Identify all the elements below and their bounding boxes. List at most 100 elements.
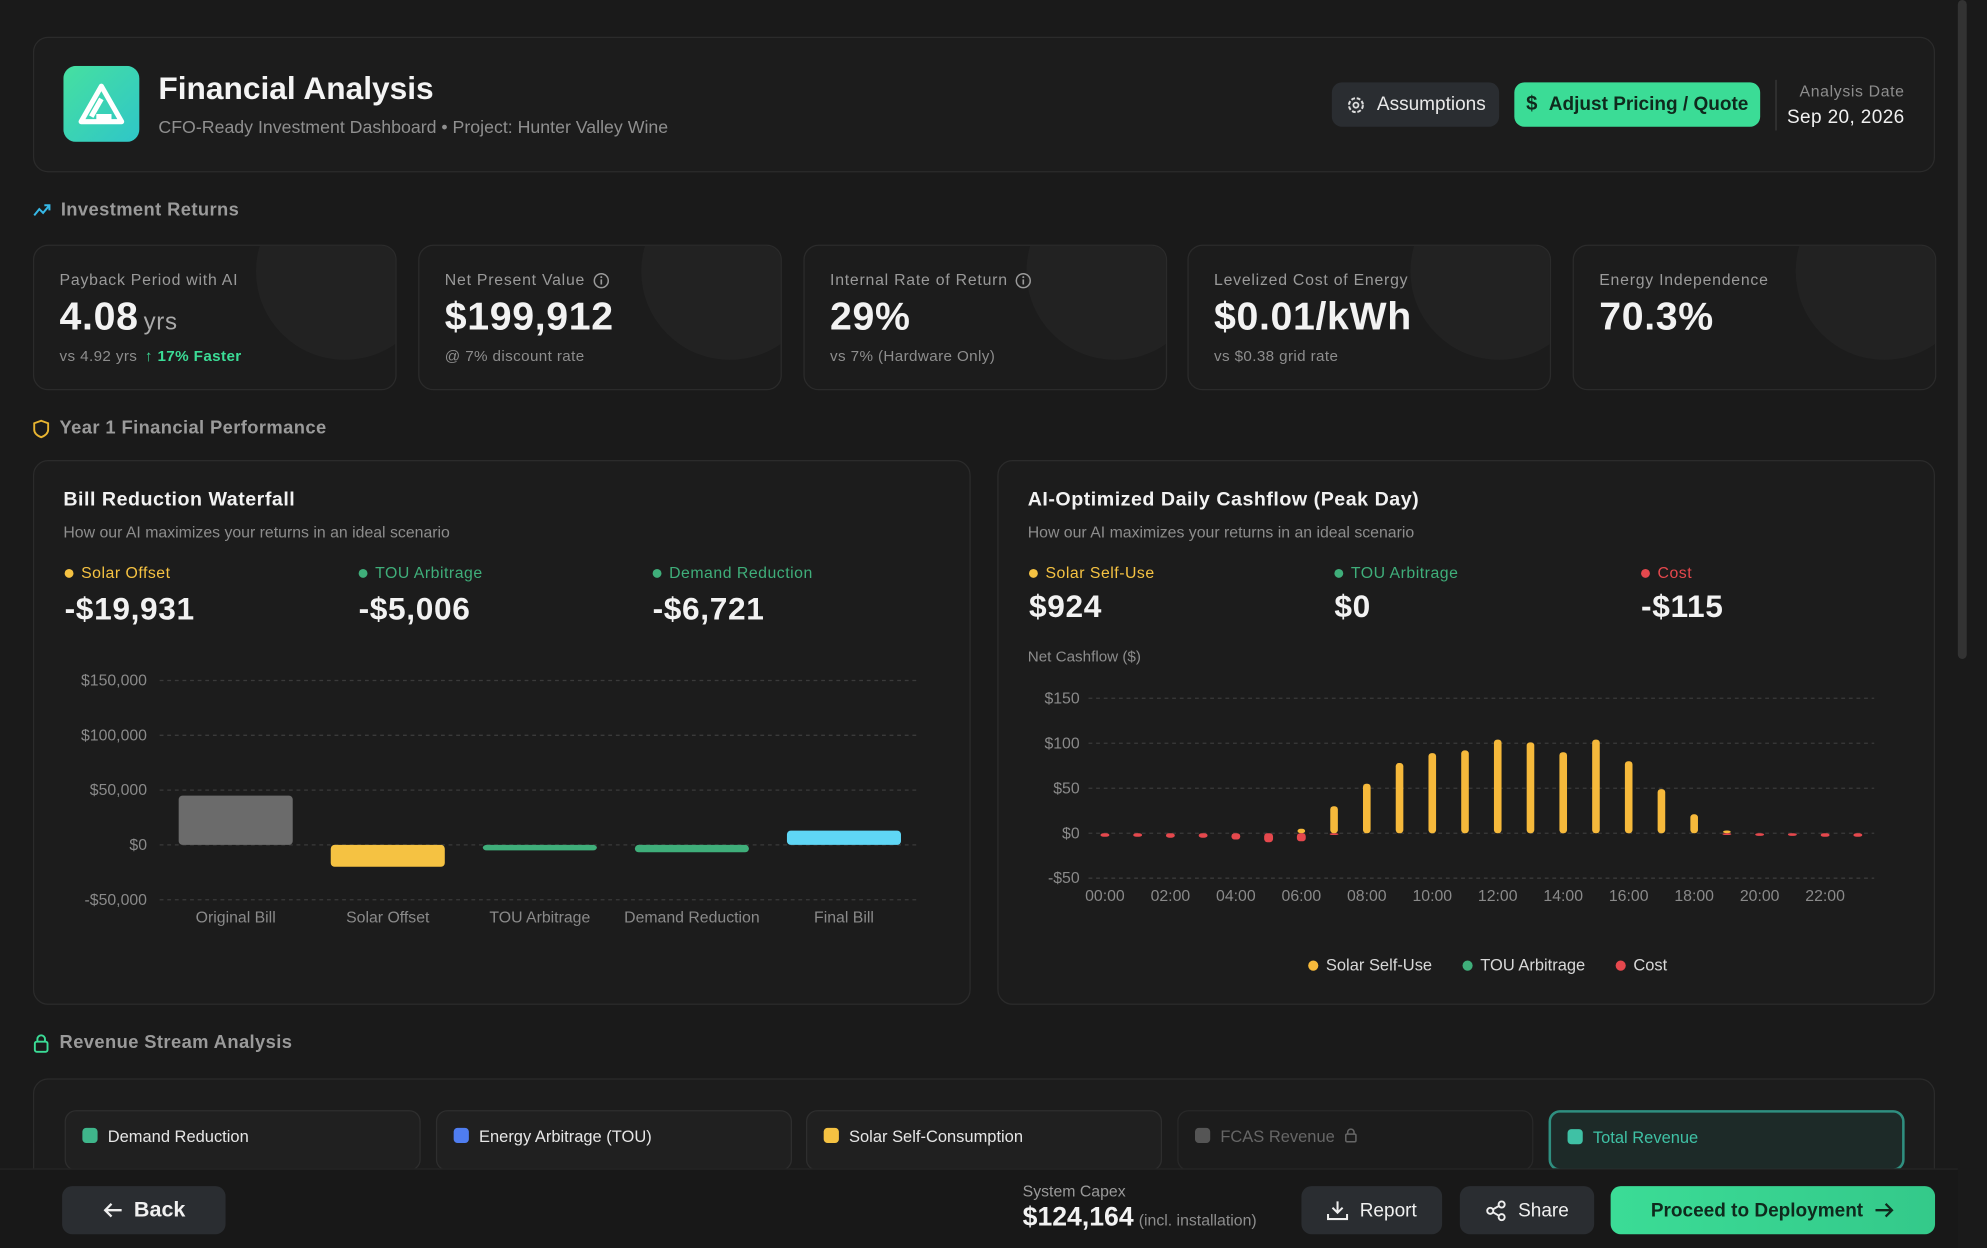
proceed-button[interactable]: Proceed to Deployment [1610,1186,1936,1235]
summary-name-text: Demand Reduction [669,563,813,582]
bar [1820,833,1830,837]
kpi-label-text: Levelized Cost of Energy [1213,271,1409,289]
summary-dot [1641,568,1650,578]
section-title: Year 1 Financial Performance [59,418,327,439]
summary-name-text: Cost [1657,563,1693,582]
kpi-value: 70.3% [1599,294,1714,340]
kpi-label-text: Energy Independence [1599,271,1769,289]
page-title: Financial Analysis [158,70,434,107]
lock-body [1345,1133,1358,1143]
bar [1755,833,1765,836]
x-tick-label: 16:00 [1609,888,1649,905]
chart-plot: -$50,000 $0 $50,000 $100,000 $150,000 Origina… [81,673,921,927]
kpi-decoration [255,245,396,360]
scrollbar[interactable] [1957,0,1967,659]
summary-amount: $0 [1334,589,1371,625]
revenue-tab[interactable]: Total Revenue [1548,1110,1905,1171]
bar [1165,833,1175,838]
x-tick-label: 04:00 [1216,888,1256,905]
kpi-value: 4.08 yrs [60,294,178,340]
x-tick-label: Final Bill [814,910,874,927]
kpi-note-text: vs 7% (Hardware Only) [830,347,996,365]
header-card: Financial Analysis CFO-Ready Investment … [32,36,1936,173]
assumptions-button[interactable]: Assumptions [1331,82,1500,127]
bar [1297,828,1306,834]
adjust-pricing-button[interactable]: $ Adjust Pricing / Quote [1514,82,1761,127]
tab-swatch [453,1127,469,1144]
info-ring [593,272,609,288]
kpi-decoration [1410,245,1550,360]
summary-name-text: Solar Offset [81,563,171,582]
x-tick-label: Solar Offset [346,910,430,927]
summary-name: Solar Offset [64,563,171,582]
back-button[interactable]: Back [62,1186,226,1235]
download-icon [1327,1201,1349,1221]
share-button[interactable]: Share [1459,1186,1595,1235]
chart-subtitle: How our AI maximizes your returns in an … [63,523,450,542]
kpi-label: Energy Independence [1599,271,1768,289]
bar [1395,763,1404,834]
revenue-tab[interactable]: Demand Reduction [64,1110,421,1171]
y-tick-label: -$50 [1048,870,1080,887]
footer: Back System Capex $124,164 (incl. instal… [0,1168,1958,1248]
arrow-right-icon [1875,1203,1894,1218]
tab-swatch [1567,1129,1583,1145]
section-title: Revenue Stream Analysis [59,1032,293,1054]
summary-amount: $924 [1028,589,1103,625]
waterfall-card: Bill Reduction Waterfall How our AI maxim… [32,460,971,1005]
chart-title: Bill Reduction Waterfall [63,489,296,511]
kpi-decoration [641,245,781,360]
revenue-tab[interactable]: Solar Self-Consumption [805,1110,1163,1171]
kpi-card: Payback Period with AI 4.08 yrs vs 4.92 yrs… [32,244,397,391]
info-dot [1022,275,1025,278]
summary-dot [1334,568,1344,578]
bar [1624,761,1633,834]
kpi-unit: yrs [143,309,178,336]
summary-name-text: TOU Arbitrage [375,563,483,582]
summary-name: Solar Self-Use [1028,564,1155,582]
kpi-note-text: vs $0.38 grid rate [1213,347,1339,365]
button-label: Proceed to Deployment [1650,1199,1864,1221]
x-tick-label: Demand Reduction [624,910,760,927]
bar [178,795,293,845]
report-button[interactable]: Report [1301,1186,1443,1235]
bar [330,844,445,867]
button-label: Share [1518,1199,1569,1221]
shield-icon [33,419,50,438]
arrow-left-icon [103,1203,122,1218]
kpi-label: Payback Period with AI [60,271,239,289]
page-subtitle: CFO-Ready Investment Dashboard • Project… [158,116,669,137]
summary-dot [64,568,74,578]
bar [1690,814,1698,834]
bar [1461,750,1469,834]
kpi-card: Energy Independence 70.3% [1572,244,1937,391]
summary-dot [358,568,368,578]
tab-swatch [823,1127,839,1144]
kpi-label-text: Net Present Value [444,271,586,289]
bar [1493,739,1502,834]
y-tick-label: $0 [1062,825,1080,842]
bar [1296,833,1306,842]
summary-amount: -$115 [1641,589,1724,625]
legend-item: Solar Self-Use [1308,957,1432,975]
section-header: Revenue Stream Analysis [33,1033,292,1053]
bar [1363,783,1371,834]
legend-marker [1462,960,1473,971]
kpi-note-text: vs 4.92 yrs [59,347,138,365]
x-tick-label: Original Bill [196,910,276,927]
logo [63,65,140,142]
kpi-note: @ 7% discount rate [445,347,585,365]
kpi-decoration [1795,245,1936,360]
cashflow-card: AI-Optimized Daily Cashflow (Peak Day) Ho… [997,460,1936,1005]
revenue-tab[interactable]: FCAS Revenue [1177,1110,1534,1171]
bar [1787,833,1797,836]
kpi-value: $199,912 [445,294,614,340]
kpi-label-text: Internal Rate of Return [830,271,1008,289]
summary-name: TOU Arbitrage [358,563,483,582]
bar [1723,830,1731,834]
tab-label: FCAS Revenue [1220,1126,1335,1146]
info-icon [593,272,609,288]
revenue-tab[interactable]: Energy Arbitrage (TOU) [435,1110,793,1171]
kpi-delta-text: 17% Faster [157,347,242,365]
x-tick-label: 02:00 [1151,888,1191,905]
